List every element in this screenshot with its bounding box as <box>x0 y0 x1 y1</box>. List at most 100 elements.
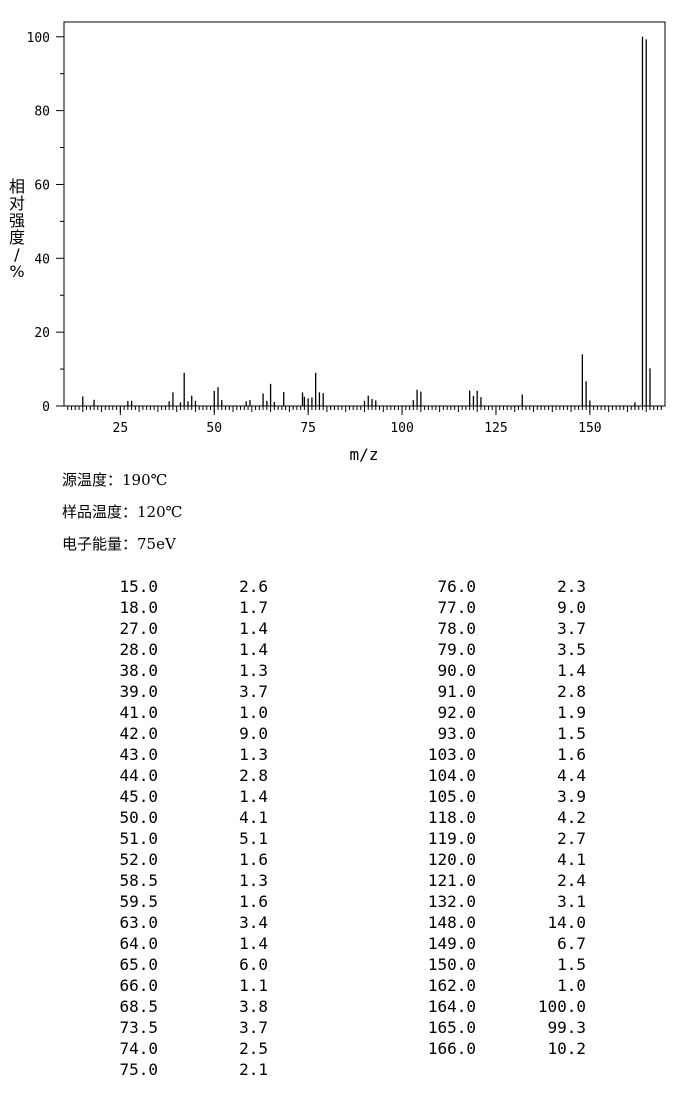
y-axis-label-char: 相 <box>9 177 25 196</box>
table-cell: 121.0 <box>427 871 476 890</box>
table-cell: 118.0 <box>427 808 476 827</box>
table-cell: 1.6 <box>239 850 268 869</box>
table-cell: 1.4 <box>239 640 268 659</box>
electron-energy: 电子能量：75eV <box>62 535 176 553</box>
x-tick-label: 125 <box>484 421 507 436</box>
table-cell: 4.4 <box>557 766 586 785</box>
table-cell: 1.4 <box>239 619 268 638</box>
table-cell: 4.1 <box>557 850 586 869</box>
y-axis-label-char: 对 <box>9 194 25 213</box>
table-cell: 1.5 <box>557 724 586 743</box>
table-cell: 164.0 <box>427 997 476 1016</box>
table-cell: 92.0 <box>437 703 476 722</box>
table-cell: 93.0 <box>437 724 476 743</box>
table-cell: 99.3 <box>547 1018 586 1037</box>
table-cell: 165.0 <box>427 1018 476 1037</box>
table-cell: 1.4 <box>239 787 268 806</box>
table-cell: 3.1 <box>557 892 586 911</box>
table-cell: 3.7 <box>557 619 586 638</box>
table-cell: 2.8 <box>239 766 268 785</box>
table-cell: 43.0 <box>119 745 158 764</box>
table-cell: 28.0 <box>119 640 158 659</box>
table-cell: 1.6 <box>239 892 268 911</box>
table-cell: 90.0 <box>437 661 476 680</box>
table-cell: 42.0 <box>119 724 158 743</box>
table-cell: 6.7 <box>557 934 586 953</box>
table-cell: 2.4 <box>557 871 586 890</box>
y-tick-label: 80 <box>34 105 50 120</box>
y-tick-label: 100 <box>27 31 50 46</box>
table-cell: 14.0 <box>547 913 586 932</box>
table-cell: 78.0 <box>437 619 476 638</box>
table-cell: 1.3 <box>239 745 268 764</box>
table-cell: 2.5 <box>239 1039 268 1058</box>
table-cell: 1.4 <box>557 661 586 680</box>
plot-frame <box>63 21 666 407</box>
y-tick-label: 0 <box>42 400 50 415</box>
table-cell: 38.0 <box>119 661 158 680</box>
y-axis-label-char: 度 <box>9 228 25 247</box>
table-mz-column-2: 76.0 77.0 78.0 79.0 90.0 91.0 92.0 93.0 103.0 104… <box>400 576 476 1059</box>
table-cell: 4.1 <box>239 808 268 827</box>
table-cell: 148.0 <box>427 913 476 932</box>
x-tick-label: 25 <box>113 421 129 436</box>
table-cell: 59.5 <box>119 892 158 911</box>
table-cell: 104.0 <box>427 766 476 785</box>
table-cell: 2.1 <box>239 1060 268 1079</box>
table-cell: 75.0 <box>119 1060 158 1079</box>
table-cell: 39.0 <box>119 682 158 701</box>
table-intensity-column-1: 2.6 1.7 1.4 1.4 1.3 3.7 1.0 9.0 1.3 2.8 1.4 4.1 5.1 1… <box>200 576 268 1080</box>
table-cell: 77.0 <box>437 598 476 617</box>
table-cell: 119.0 <box>427 829 476 848</box>
table-cell: 132.0 <box>427 892 476 911</box>
spectrum-peaks <box>82 36 651 406</box>
table-cell: 10.2 <box>547 1039 586 1058</box>
x-tick-label: 150 <box>578 421 601 436</box>
source-temperature: 源温度：190℃ <box>62 471 168 489</box>
table-cell: 1.0 <box>239 703 268 722</box>
table-cell: 1.6 <box>557 745 586 764</box>
y-tick-label: 40 <box>34 252 50 267</box>
table-cell: 1.5 <box>557 955 586 974</box>
x-minor-ticks <box>67 406 662 412</box>
y-axis: 0 20 40 60 80 100 <box>27 31 64 415</box>
x-axis-label: m/z <box>350 445 379 464</box>
table-cell: 68.5 <box>119 997 158 1016</box>
table-cell: 3.4 <box>239 913 268 932</box>
table-cell: 120.0 <box>427 850 476 869</box>
table-cell: 2.7 <box>557 829 586 848</box>
table-cell: 5.1 <box>239 829 268 848</box>
table-cell: 4.2 <box>557 808 586 827</box>
table-cell: 65.0 <box>119 955 158 974</box>
y-axis-label-char: / <box>14 245 20 264</box>
table-cell: 166.0 <box>427 1039 476 1058</box>
table-cell: 50.0 <box>119 808 158 827</box>
table-cell: 15.0 <box>119 577 158 596</box>
table-cell: 2.3 <box>557 577 586 596</box>
table-cell: 1.7 <box>239 598 268 617</box>
table-cell: 9.0 <box>557 598 586 617</box>
y-tick-label: 60 <box>34 178 50 193</box>
table-cell: 3.8 <box>239 997 268 1016</box>
table-cell: 100.0 <box>537 997 586 1016</box>
table-cell: 27.0 <box>119 619 158 638</box>
table-intensity-column-2: 2.3 9.0 3.7 3.5 1.4 2.8 1.9 1.5 1.6 4.4 3.9 4.2 2.7 4… <box>510 576 586 1059</box>
table-cell: 6.0 <box>239 955 268 974</box>
y-axis-label-char: % <box>9 262 24 281</box>
x-tick-label: 75 <box>300 421 316 436</box>
table-cell: 74.0 <box>119 1039 158 1058</box>
table-cell: 91.0 <box>437 682 476 701</box>
table-cell: 149.0 <box>427 934 476 953</box>
table-cell: 52.0 <box>119 850 158 869</box>
table-cell: 1.3 <box>239 871 268 890</box>
x-axis: 25 50 75 100 125 150 <box>113 406 602 436</box>
table-cell: 2.8 <box>557 682 586 701</box>
table-cell: 45.0 <box>119 787 158 806</box>
sample-temperature: 样品温度：120℃ <box>62 503 183 521</box>
table-cell: 58.5 <box>119 871 158 890</box>
table-cell: 18.0 <box>119 598 158 617</box>
table-cell: 44.0 <box>119 766 158 785</box>
table-cell: 3.7 <box>239 682 268 701</box>
table-cell: 1.0 <box>557 976 586 995</box>
